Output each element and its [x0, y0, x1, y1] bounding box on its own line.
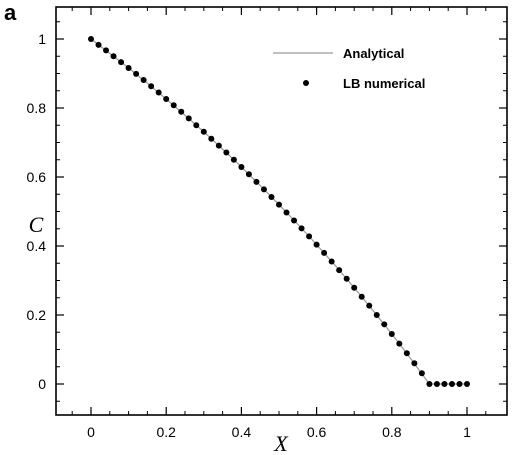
data-point: [456, 381, 463, 387]
data-point: [208, 135, 215, 142]
data-point: [381, 321, 388, 328]
data-point: [260, 186, 267, 193]
data-point: [110, 53, 117, 60]
data-point: [336, 267, 343, 274]
data-point: [193, 122, 200, 129]
data-point: [95, 41, 102, 48]
data-point: [298, 225, 305, 232]
data-point: [163, 96, 170, 103]
data-point: [366, 302, 373, 309]
data-point: [103, 47, 110, 54]
data-point: [148, 83, 155, 90]
legend-label-analytical: Analytical: [343, 46, 404, 61]
x-tick-label: 0.6: [307, 424, 327, 440]
data-point: [388, 330, 395, 337]
data-point: [433, 381, 440, 387]
data-point: [426, 381, 433, 387]
data-point: [170, 102, 177, 109]
data-point: [351, 284, 358, 291]
data-point: [245, 171, 252, 178]
data-point: [328, 258, 335, 265]
data-point: [396, 340, 403, 347]
x-tick-label: 0.2: [156, 424, 176, 440]
data-point: [283, 209, 290, 216]
data-point: [88, 36, 94, 42]
data-point: [276, 201, 282, 208]
data-point: [373, 312, 380, 318]
data-point: [291, 217, 298, 224]
data-point: [178, 108, 185, 115]
data-point: [418, 370, 425, 377]
x-tick-label: 1: [463, 424, 471, 440]
data-point: [133, 70, 140, 77]
legend-point-swatch: [303, 80, 309, 86]
series-layer: [88, 36, 470, 387]
axis-ticks: 0 0.2 0.4 0.6 0.8 1 0 0.2 0.4 0.6 0.8 1: [27, 7, 507, 440]
data-point: [403, 350, 410, 357]
data-point: [306, 233, 313, 240]
data-point: [185, 115, 192, 122]
y-tick-label: 0.2: [27, 307, 47, 323]
y-tick-label: 0.8: [27, 100, 47, 116]
y-axis-title: C: [29, 212, 44, 237]
data-point: [411, 360, 418, 367]
data-point: [223, 149, 230, 156]
data-point: [230, 156, 237, 163]
data-point: [464, 381, 470, 387]
data-point: [125, 64, 132, 71]
y-tick-label: 0.4: [27, 238, 47, 254]
panel-label: a: [4, 0, 17, 25]
data-point: [118, 59, 125, 66]
y-tick-label: 0: [38, 376, 46, 392]
x-tick-label: 0.8: [382, 424, 402, 440]
legend: Analytical LB numerical: [273, 46, 425, 91]
data-point: [155, 89, 162, 96]
plot-frame: [55, 6, 508, 416]
data-point: [441, 381, 448, 387]
data-point: [448, 381, 455, 387]
data-point: [358, 293, 365, 300]
data-point: [238, 163, 245, 170]
data-point: [321, 249, 328, 256]
legend-label-lb-numerical: LB numerical: [343, 76, 425, 91]
x-tick-label: 0.4: [232, 424, 252, 440]
data-point: [313, 241, 320, 248]
y-tick-label: 1: [38, 31, 46, 47]
data-point: [253, 178, 260, 185]
data-point: [200, 128, 207, 135]
data-point: [343, 275, 350, 282]
y-tick-label: 0.6: [27, 169, 47, 185]
data-point: [140, 77, 147, 84]
x-axis-title: X: [273, 431, 289, 455]
data-point: [215, 142, 222, 149]
data-point: [268, 194, 275, 201]
x-tick-label: 0: [87, 424, 95, 440]
